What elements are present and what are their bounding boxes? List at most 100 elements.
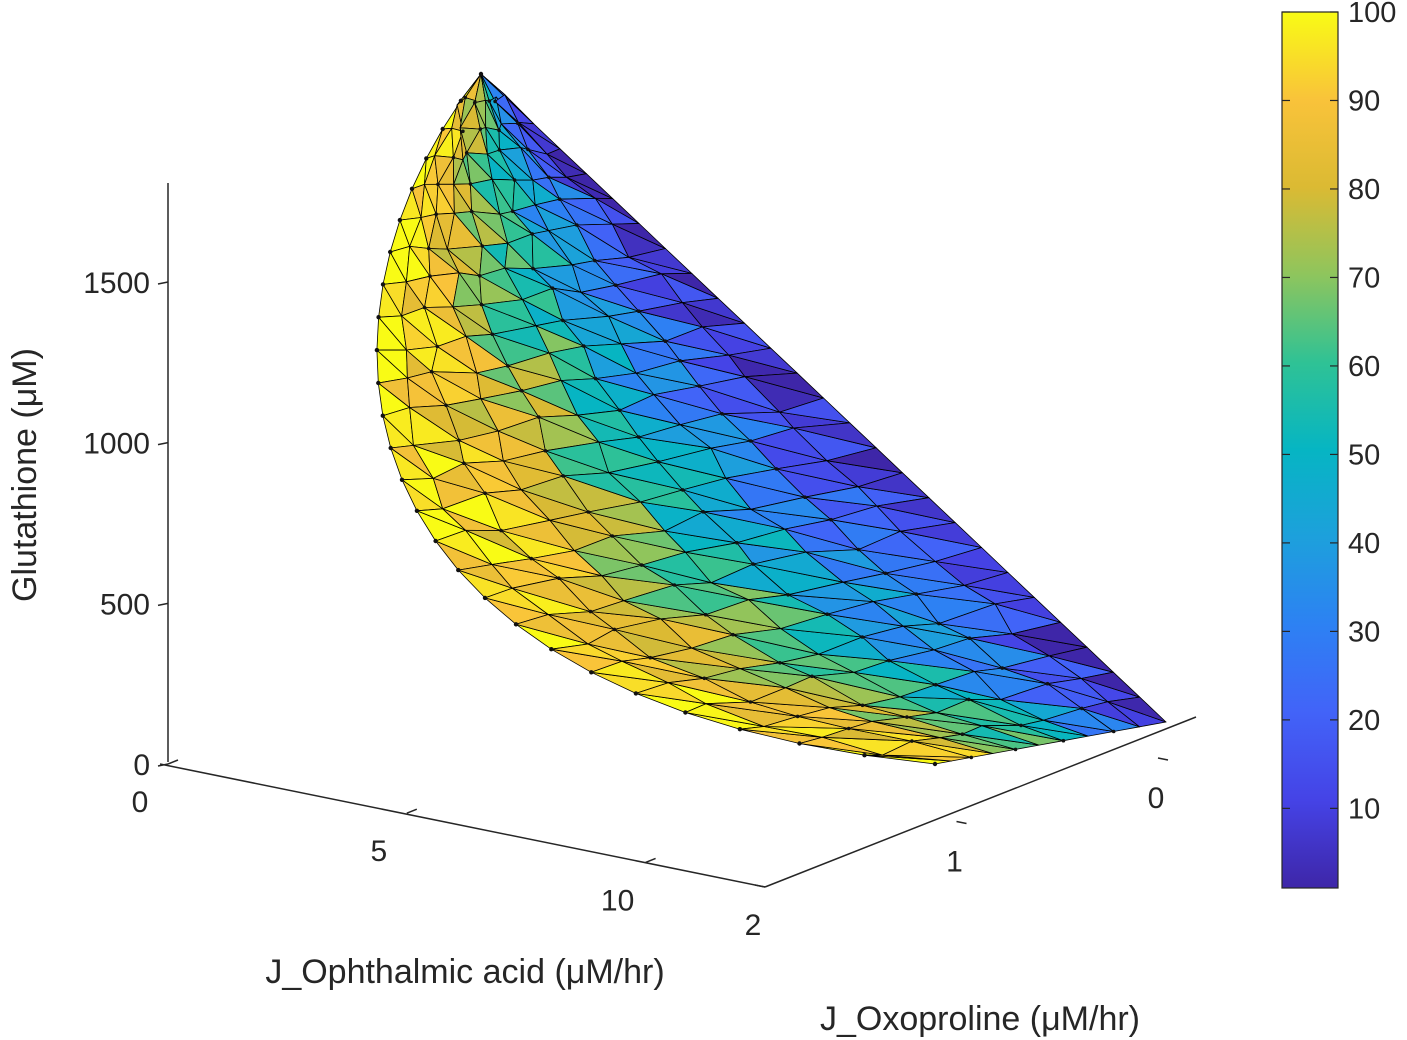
surface-vertex — [519, 388, 524, 393]
surface-vertex — [463, 95, 468, 100]
surface-vertex — [680, 488, 685, 492]
surface-vertex — [795, 714, 800, 719]
surface-vertex — [426, 246, 431, 251]
z-axis-label: Glutathione (μM) — [6, 348, 44, 602]
surface-facet — [876, 497, 956, 523]
z-tick-mark — [157, 441, 169, 446]
colorbar-ticks: 10 20 30 40 50 60 70 80 90 100 — [1282, 0, 1396, 825]
surface-facet — [934, 547, 1009, 573]
surface-vertex — [914, 592, 919, 596]
surface-vertex — [483, 491, 487, 496]
surface-vertex — [672, 583, 677, 587]
surface-vertex — [825, 612, 829, 616]
surface-vertex — [422, 305, 427, 310]
surface-vertex — [586, 510, 591, 514]
surface-vertex — [932, 761, 938, 767]
colorbar-tick-label: 10 — [1348, 793, 1380, 825]
surface-vertex — [561, 474, 565, 478]
surface-vertex — [703, 612, 708, 617]
surface-vertex — [497, 148, 502, 152]
surface-vertex — [472, 100, 477, 105]
surface-vertex — [388, 445, 393, 451]
surface-vertex — [613, 283, 618, 288]
surface-vertex — [462, 461, 466, 466]
surface-vertex — [683, 710, 688, 715]
colorbar-tick-label: 70 — [1348, 262, 1380, 294]
surface-vertex — [543, 449, 548, 453]
surface-vertex — [633, 691, 639, 696]
surface-vertex — [1000, 666, 1005, 670]
surface-vertex — [697, 384, 702, 388]
surface-vertex — [829, 517, 833, 522]
surface-vertex — [490, 332, 495, 337]
surface-vertex — [966, 697, 971, 702]
surface-vertex — [397, 217, 403, 223]
surface-facet — [826, 447, 903, 474]
surface-vertex — [561, 318, 565, 323]
surface-vertex — [457, 438, 461, 443]
surface-vertex — [526, 147, 530, 152]
surface-vertex — [737, 727, 743, 732]
z-tick-label: 500 — [100, 588, 150, 621]
x-axis-line — [159, 763, 766, 888]
surface-vertex — [803, 495, 807, 500]
surface-vertex — [748, 700, 753, 704]
surface-vertex — [516, 121, 520, 126]
surface-vertex — [637, 309, 641, 314]
surface-vertex — [557, 576, 561, 580]
surface-vertex — [656, 460, 661, 464]
surface-vertex — [610, 534, 615, 538]
surface-vertex — [374, 347, 380, 353]
surface-facet — [994, 597, 1061, 623]
surface-vertex — [786, 593, 790, 597]
surface-vertex — [1080, 706, 1084, 711]
surface-vertex — [612, 627, 617, 632]
surface-vertex — [967, 636, 972, 640]
surface-vertex — [910, 739, 914, 743]
surface-vertex — [860, 635, 865, 639]
y-tick-label: 1 — [946, 846, 963, 879]
surface-vertex — [731, 632, 735, 637]
surface-vertex — [1045, 681, 1050, 686]
colorbar-tick-label: 80 — [1348, 174, 1380, 206]
surface-facet — [728, 347, 798, 374]
surface-vertex — [846, 726, 851, 731]
colorbar-gradient — [1281, 11, 1339, 889]
surface-vertex — [937, 621, 941, 626]
surface-vertex — [856, 547, 861, 552]
surface-vertex — [810, 674, 814, 679]
surface-vertex — [1111, 729, 1116, 734]
colorbar-tick-label: 90 — [1348, 85, 1380, 117]
x-tick-mark — [645, 857, 656, 864]
surface-facet — [857, 472, 930, 499]
surface-vertex — [531, 266, 535, 271]
surface-vertex — [456, 567, 461, 573]
surface-vertex — [582, 344, 586, 348]
surface-vertex — [883, 571, 888, 576]
surface-vertex — [557, 197, 562, 201]
surface-vertex — [468, 182, 473, 186]
surface-vertex — [388, 249, 393, 255]
surface-facet — [661, 272, 719, 299]
surface-facet — [504, 94, 535, 125]
surface-vertex — [464, 151, 469, 155]
x-tick-mark — [406, 808, 418, 814]
surface-vertex — [748, 439, 753, 443]
surface-vertex — [549, 647, 554, 652]
colorbar-tick-label: 100 — [1348, 0, 1396, 29]
surface-vertex — [550, 286, 555, 291]
surface-facet — [744, 372, 824, 399]
surface-vertex — [862, 753, 867, 758]
y-tick-label: 2 — [745, 909, 762, 942]
surface-vertex — [376, 380, 381, 386]
surface-vertex — [678, 359, 682, 363]
surface-vertex — [537, 415, 541, 419]
surface-vertex — [1019, 723, 1023, 728]
y-ticks: 0 1 2 — [745, 757, 1169, 942]
surface-vertex — [482, 595, 488, 601]
surface-vertex — [497, 128, 501, 132]
surface-vertex — [530, 232, 534, 236]
surface-vertex — [887, 658, 891, 663]
surface-vertex — [639, 563, 644, 567]
z-tick-mark — [157, 281, 169, 285]
